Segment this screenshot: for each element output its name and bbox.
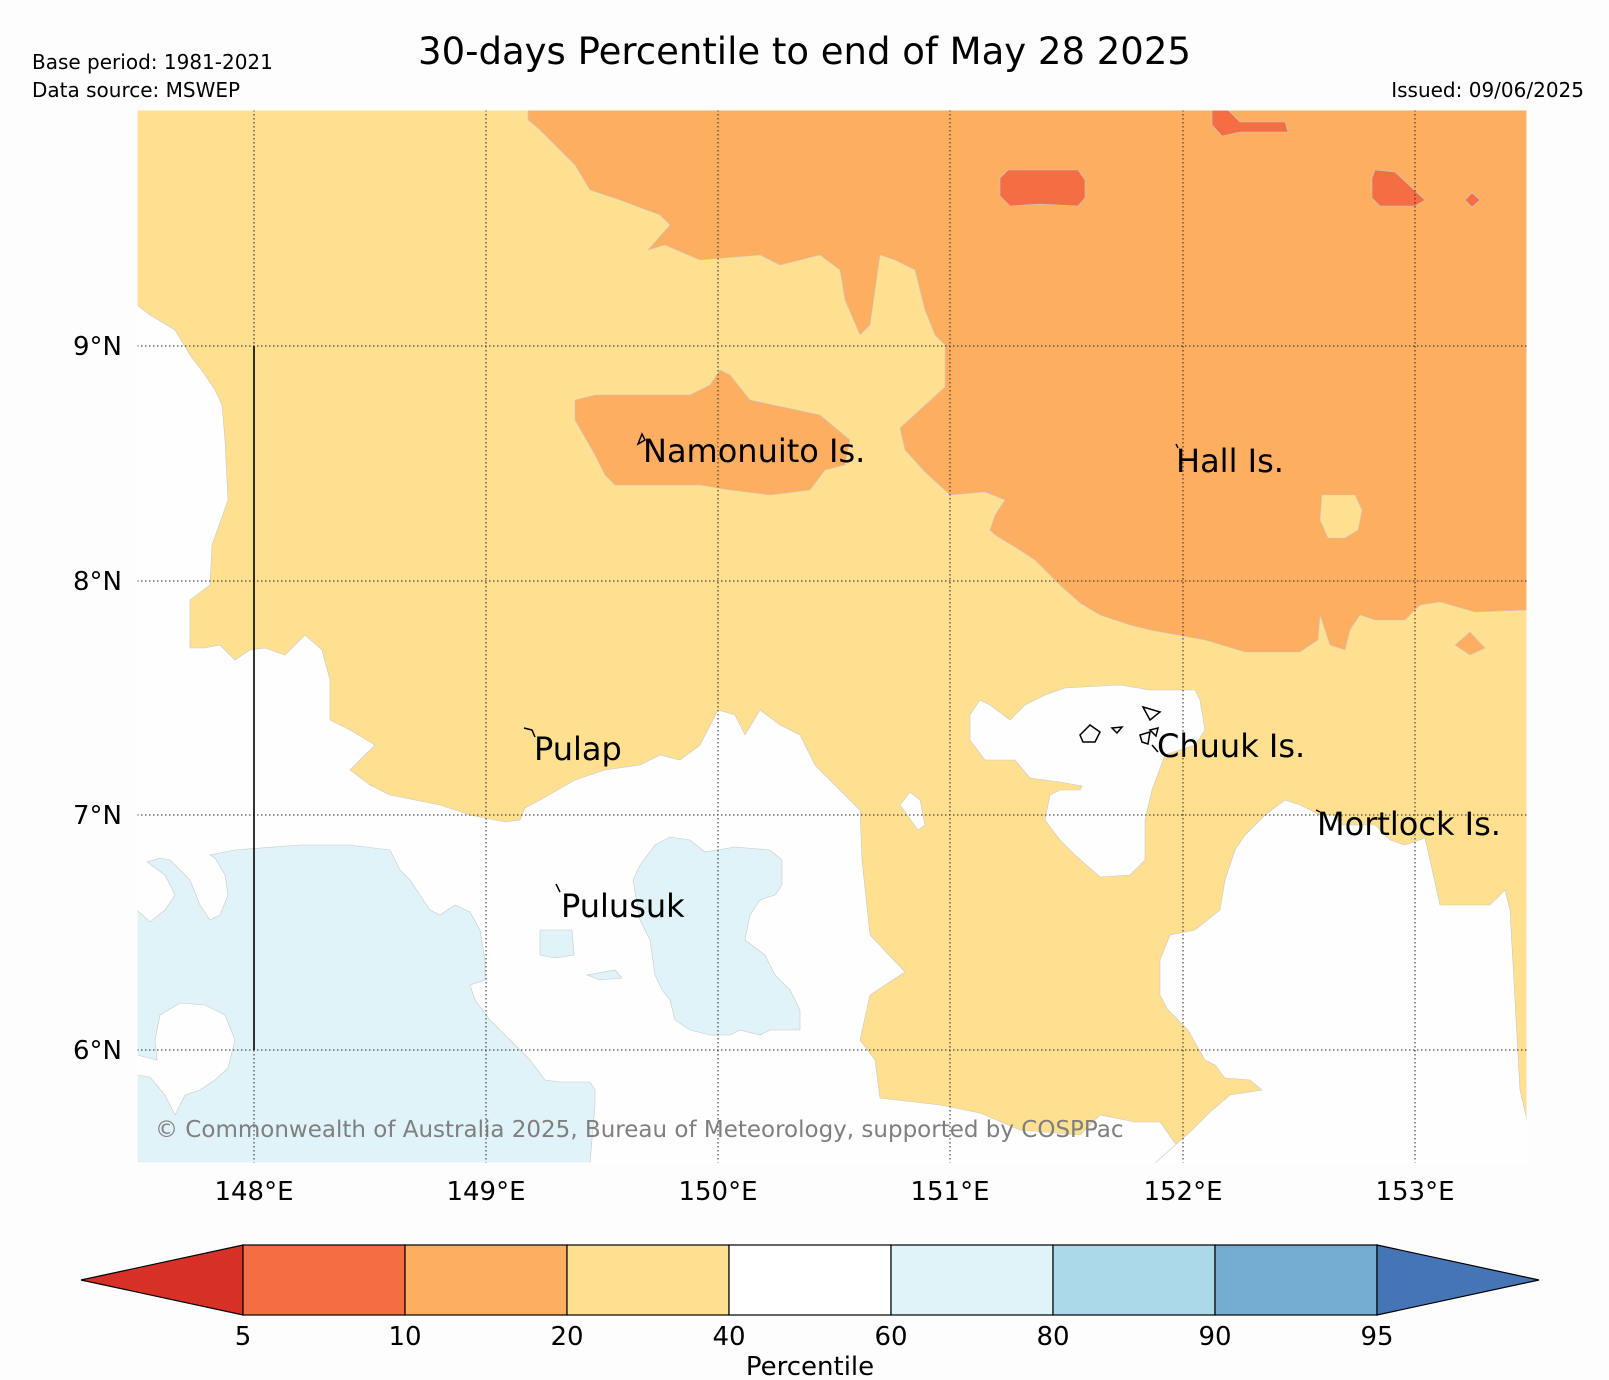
place-label-chuuk: Chuuk Is.	[1157, 727, 1305, 765]
map-title: 30-days Percentile to end of May 28 2025	[418, 30, 1191, 73]
lat-label-9n: 9°N	[73, 332, 122, 362]
chuuk-island-shape-6	[1151, 744, 1159, 753]
colorbar-tick-5: 5	[235, 1322, 252, 1352]
place-label-hall: Hall Is.	[1176, 442, 1284, 480]
region-60-80-dot-1	[539, 929, 575, 959]
colorbar-swatch-80-90	[1052, 1244, 1216, 1316]
colorbar-swatch-60-80	[890, 1244, 1054, 1316]
colorbar-extend-high	[1376, 1244, 1540, 1316]
region-60-80-west	[137, 844, 596, 1163]
lon-label-151e: 151°E	[910, 1177, 989, 1207]
chuuk-island-shape-4	[1139, 730, 1151, 745]
colorbar-tick-20: 20	[550, 1322, 583, 1352]
lon-label-148e: 148°E	[214, 1177, 293, 1207]
colorbar-title: Percentile	[746, 1352, 874, 1380]
region-5-10-patch-2	[999, 169, 1086, 207]
chuuk-island-shape-3	[1110, 726, 1124, 735]
lat-label-6n: 6°N	[73, 1036, 122, 1066]
map-area	[137, 110, 1527, 1163]
region-60-80-center	[632, 836, 801, 1036]
region-5-10-patch-4	[1464, 192, 1481, 208]
lon-label-149e: 149°E	[446, 1177, 525, 1207]
region-10-20-small	[1454, 631, 1486, 656]
region-10-20-namonuito	[574, 369, 851, 496]
chuuk-island-shape-2	[1141, 705, 1162, 722]
lon-label-153e: 153°E	[1375, 1177, 1454, 1207]
map-frame	[136, 109, 1528, 1164]
mortlock-island-marker	[1315, 809, 1321, 813]
place-label-namonuito: Namonuito Is.	[643, 432, 865, 470]
colorbar-swatch-40-60	[728, 1244, 892, 1316]
issued-date-label: Issued: 09/06/2025	[1391, 78, 1584, 102]
island-markers	[523, 432, 1321, 893]
colorbar-tick-40: 40	[712, 1322, 745, 1352]
lat-label-8n: 8°N	[73, 567, 122, 597]
place-label-pulusuk: Pulusuk	[561, 887, 685, 925]
place-label-pulap: Pulap	[534, 730, 622, 768]
colorbar-tick-10: 10	[388, 1322, 421, 1352]
pulap-island-marker	[523, 727, 536, 738]
hall-island-marker	[1175, 443, 1179, 449]
data-source-label: Data source: MSWEP	[32, 78, 241, 102]
region-20-40-hole	[1319, 494, 1363, 539]
colorbar-tick-90: 90	[1198, 1322, 1231, 1352]
lon-label-152e: 152°E	[1143, 1177, 1222, 1207]
region-10-20-top	[527, 110, 1527, 653]
colorbar: 5 10 20 40 60 80 90 95 Percentile	[80, 1244, 1540, 1380]
chuuk-island-shape-5	[1148, 726, 1160, 738]
colorbar-tick-80: 80	[1036, 1322, 1069, 1352]
base-period-label: Base period: 1981-2021	[32, 50, 273, 74]
colorbar-swatch-10-20	[404, 1244, 568, 1316]
colorbar-swatch-5-10	[242, 1244, 406, 1316]
pulusuk-island-marker	[555, 883, 561, 893]
colorbar-tick-60: 60	[874, 1322, 907, 1352]
namonuito-island-shape	[636, 432, 646, 446]
region-60-80-dot-2	[585, 969, 623, 981]
copyright-notice: © Commonwealth of Australia 2025, Bureau…	[155, 1117, 1124, 1143]
lat-label-7n: 7°N	[73, 801, 122, 831]
region-5-10-patch-1	[1211, 110, 1289, 137]
chuuk-island-shape-1	[1079, 724, 1101, 743]
colorbar-swatch-20-40	[566, 1244, 730, 1316]
colorbar-extend-low	[80, 1244, 244, 1316]
colorbar-tick-95: 95	[1360, 1322, 1393, 1352]
region-40-60-small	[899, 791, 926, 831]
place-label-mortlock: Mortlock Is.	[1317, 805, 1501, 843]
colorbar-swatch-90-95	[1214, 1244, 1378, 1316]
lon-label-150e: 150°E	[678, 1177, 757, 1207]
